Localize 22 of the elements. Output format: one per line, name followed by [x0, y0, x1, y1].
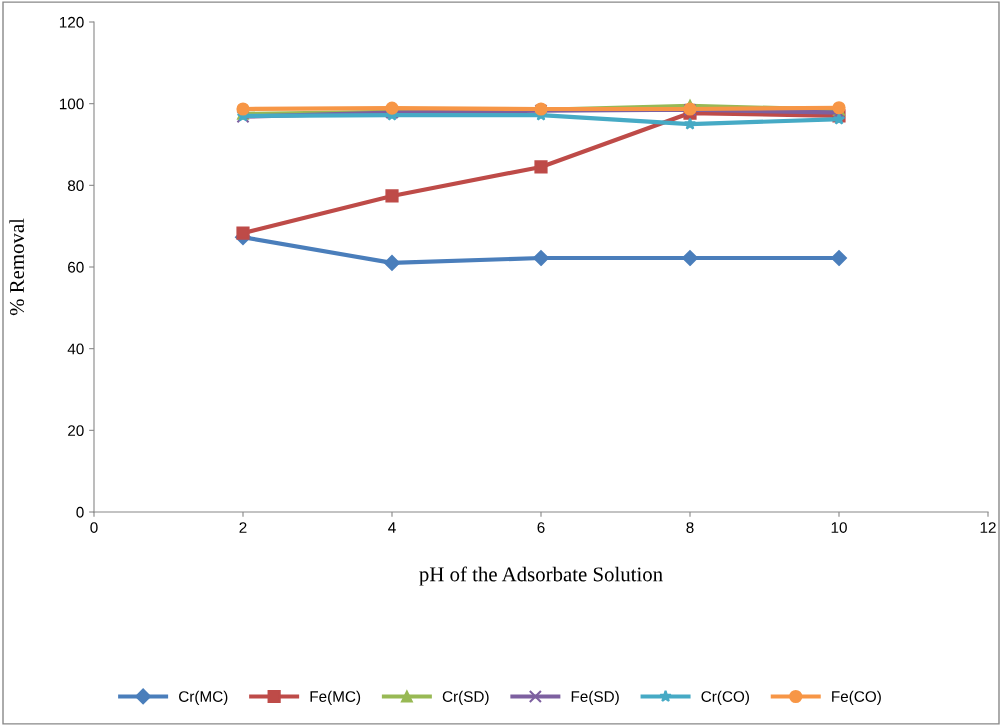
x-tick-label: 8 [686, 522, 694, 533]
y-tick-label: 100 [59, 98, 84, 110]
legend-label: Fe(CO) [832, 690, 881, 705]
y-axis-title: % Removal [9, 218, 25, 316]
x-tick-label: 2 [239, 522, 247, 533]
y-tick-label: 120 [59, 16, 84, 28]
y-tick-label: 40 [67, 343, 84, 355]
x-tick-label: 10 [831, 522, 847, 533]
legend-label: Cr(SD) [442, 690, 489, 705]
y-tick-label: 80 [67, 180, 84, 192]
legend-label: Cr(CO) [701, 690, 749, 705]
x-axis-title: pH of the Adsorbate Solution [419, 566, 663, 586]
legend-label: Cr(MC) [179, 690, 228, 705]
legend-label: Fe(SD) [571, 690, 619, 705]
y-tick-label: 0 [76, 506, 84, 518]
y-tick-label: 60 [68, 261, 84, 273]
x-tick-label: 6 [537, 522, 545, 533]
x-tick-label: 0 [90, 522, 98, 533]
y-tick-label: 20 [68, 425, 84, 437]
legend-label: Fe(MC) [310, 690, 361, 705]
x-tick-label: 4 [388, 522, 396, 533]
x-tick-label: 12 [980, 522, 996, 533]
